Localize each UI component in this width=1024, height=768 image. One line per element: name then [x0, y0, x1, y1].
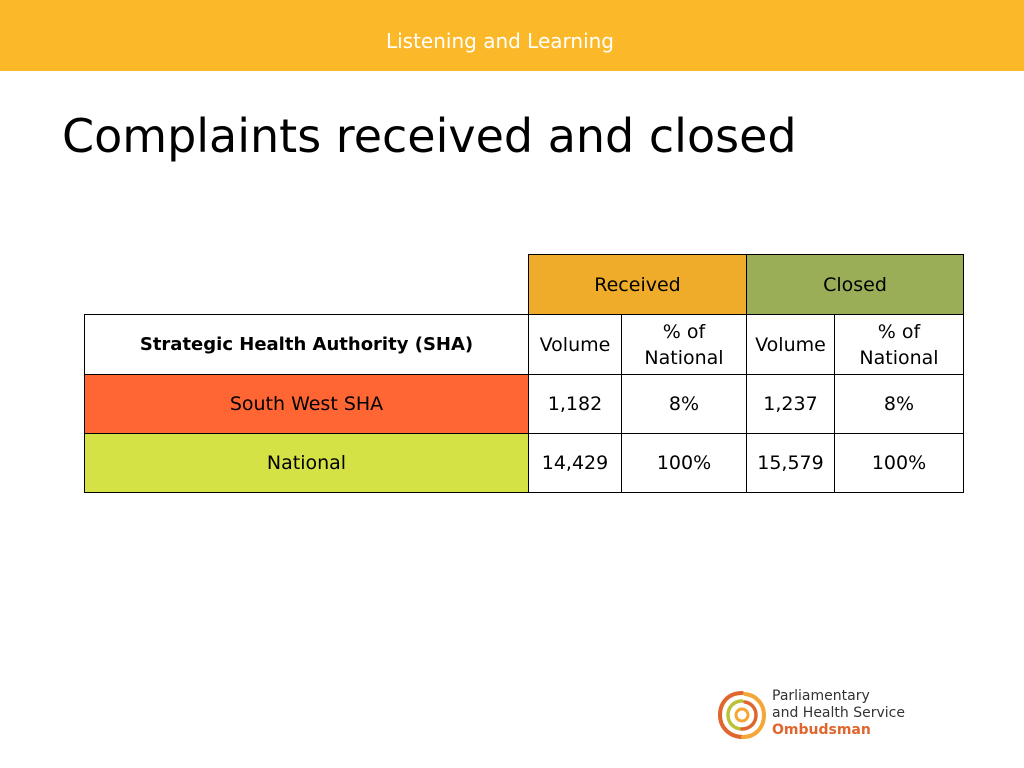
complaints-table: Received Closed Strategic Health Authori…: [84, 254, 964, 493]
group-header-row: Received Closed: [84, 254, 964, 315]
table-cell: 14,429: [528, 433, 622, 493]
column-header-received-volume: Volume: [528, 314, 622, 375]
slide-title: Complaints received and closed: [62, 109, 797, 163]
column-header-row: Strategic Health Authority (SHA) Volume …: [84, 314, 964, 375]
percent-header-text: % of National: [644, 320, 724, 369]
table-cell: 1,237: [746, 374, 835, 434]
logo-line-1: Parliamentary: [772, 688, 870, 704]
group-header-closed: Closed: [746, 254, 964, 315]
table-cell: 8%: [621, 374, 747, 434]
table-cell: 100%: [834, 433, 964, 493]
column-header-closed-percent: % of National: [834, 314, 964, 375]
percent-header-text: % of National: [859, 320, 939, 369]
column-header-received-percent: % of National: [621, 314, 747, 375]
column-header-closed-volume: Volume: [746, 314, 835, 375]
header-title: Listening and Learning: [385, 29, 615, 53]
column-header-sha: Strategic Health Authority (SHA): [84, 314, 529, 375]
table-cell: 1,182: [528, 374, 622, 434]
logo-text: Parliamentary and Health Service Ombudsm…: [772, 688, 905, 739]
table-cell: 15,579: [746, 433, 835, 493]
table-cell: 8%: [834, 374, 964, 434]
empty-corner-cell: [84, 254, 529, 315]
table-row: National 14,429 100% 15,579 100%: [84, 433, 964, 493]
table-cell: 100%: [621, 433, 747, 493]
row-label-south-west: South West SHA: [84, 374, 529, 434]
group-header-received: Received: [528, 254, 747, 315]
logo-line-3: Ombudsman: [772, 722, 871, 738]
logo-line-2: and Health Service: [772, 705, 905, 721]
header-bar: Listening and Learning: [0, 0, 1024, 71]
row-label-national: National: [84, 433, 529, 493]
table-row: South West SHA 1,182 8% 1,237 8%: [84, 374, 964, 434]
ombudsman-swirl-logo-icon: [717, 691, 767, 739]
